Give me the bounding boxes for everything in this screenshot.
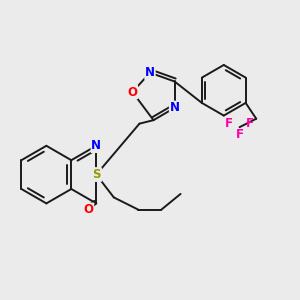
- Text: F: F: [236, 128, 244, 141]
- Text: O: O: [83, 203, 94, 216]
- Text: O: O: [128, 85, 137, 98]
- Text: N: N: [169, 101, 180, 114]
- Text: N: N: [91, 168, 101, 181]
- Text: F: F: [225, 117, 233, 130]
- Text: N: N: [145, 66, 155, 79]
- Text: F: F: [246, 117, 254, 130]
- Text: S: S: [92, 168, 100, 181]
- Text: N: N: [91, 139, 101, 152]
